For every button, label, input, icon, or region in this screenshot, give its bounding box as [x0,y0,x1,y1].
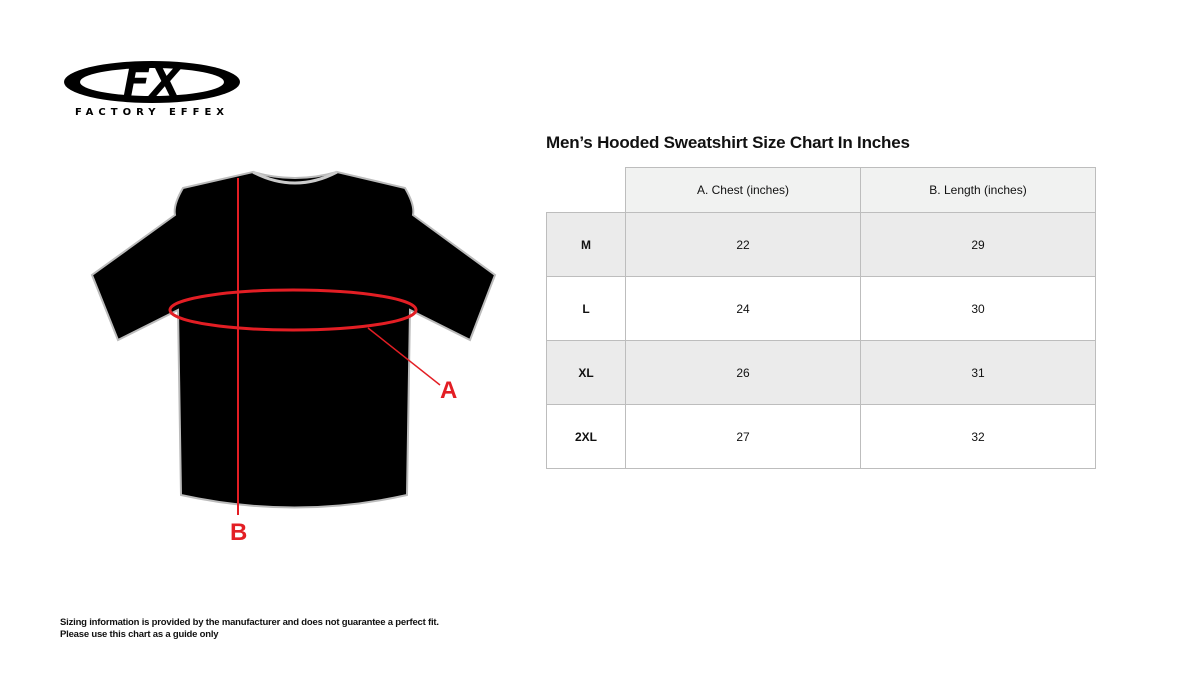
chest-cell: 26 [625,340,861,405]
chest-cell: 22 [625,212,861,277]
size-cell: L [546,276,626,341]
length-cell: 31 [860,340,1096,405]
label-a: A [440,377,457,404]
disclaimer-line-1: Sizing information is provided by the ma… [60,617,439,628]
header-blank [546,167,626,213]
table-row: 2XL 27 32 [546,404,1096,469]
header-chest: A. Chest (inches) [625,167,861,213]
header-row: A. Chest (inches) B. Length (inches) [546,167,1096,213]
table-row: XL 26 31 [546,340,1096,405]
length-cell: 30 [860,276,1096,341]
size-chart-title: Men’s Hooded Sweatshirt Size Chart In In… [546,133,910,152]
table-row: M 22 29 [546,212,1096,277]
size-cell: XL [546,340,626,405]
length-cell: 32 [860,404,1096,469]
length-cell: 29 [860,212,1096,277]
header-length: B. Length (inches) [860,167,1096,213]
chest-measure-line [168,288,418,332]
factory-effex-logo: FX FACTORY EFFEX [64,60,240,118]
size-cell: M [546,212,626,277]
table-row: L 24 30 [546,276,1096,341]
label-b: B [230,519,247,546]
logo-mark: FX [123,60,183,106]
chest-cell: 27 [625,404,861,469]
chest-cell: 24 [625,276,861,341]
tshirt-diagram: A B [90,170,497,546]
size-cell: 2XL [546,404,626,469]
size-table: A. Chest (inches) B. Length (inches) M 2… [546,167,1096,469]
tshirt-shape [90,170,497,509]
disclaimer-line-2: Please use this chart as a guide only [60,629,219,640]
logo-brand: FACTORY EFFEX [75,107,229,118]
sizing-disclaimer: Sizing information is provided by the ma… [60,617,439,641]
